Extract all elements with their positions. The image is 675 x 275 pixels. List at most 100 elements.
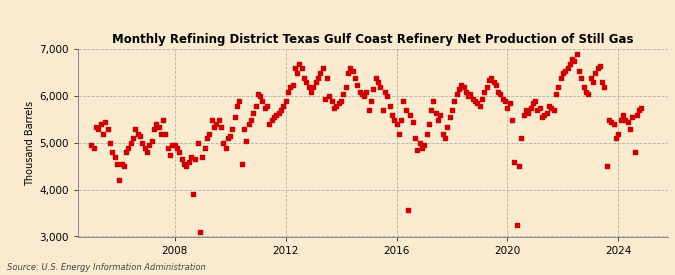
Point — [250, 103, 261, 108]
Point — [183, 160, 194, 164]
Point — [358, 94, 369, 98]
Point — [93, 127, 104, 131]
Point — [451, 92, 462, 96]
Point — [319, 97, 330, 101]
Point — [442, 124, 453, 129]
Point — [435, 113, 446, 117]
Point — [278, 103, 289, 108]
Point — [585, 75, 596, 80]
Point — [491, 82, 502, 87]
Point — [188, 192, 198, 197]
Point — [456, 82, 466, 87]
Point — [405, 113, 416, 117]
Point — [504, 101, 515, 105]
Point — [530, 99, 541, 103]
Point — [95, 122, 106, 127]
Point — [541, 110, 552, 115]
Point — [382, 94, 393, 98]
Point — [171, 145, 182, 150]
Point — [543, 103, 554, 108]
Point — [507, 117, 518, 122]
Point — [479, 89, 490, 94]
Point — [576, 75, 587, 80]
Point — [160, 131, 171, 136]
Point — [285, 85, 296, 89]
Point — [546, 106, 557, 110]
Point — [340, 85, 351, 89]
Point — [475, 103, 485, 108]
Point — [574, 68, 585, 73]
Point — [88, 145, 99, 150]
Point — [165, 152, 176, 157]
Point — [460, 89, 471, 94]
Point — [153, 124, 164, 129]
Point — [107, 150, 117, 155]
Point — [102, 127, 113, 131]
Point — [324, 94, 335, 98]
Point — [483, 78, 494, 82]
Point — [121, 150, 132, 155]
Point — [202, 136, 213, 141]
Point — [493, 89, 504, 94]
Point — [567, 57, 578, 61]
Point — [269, 115, 279, 119]
Point — [294, 61, 305, 66]
Point — [194, 230, 205, 234]
Point — [608, 122, 619, 127]
Point — [595, 64, 605, 68]
Point — [363, 108, 374, 112]
Point — [190, 157, 201, 161]
Point — [509, 160, 520, 164]
Point — [472, 101, 483, 105]
Point — [167, 143, 178, 147]
Point — [234, 99, 245, 103]
Point — [391, 122, 402, 127]
Point — [220, 145, 231, 150]
Point — [262, 103, 273, 108]
Point — [267, 117, 277, 122]
Point — [558, 71, 568, 75]
Point — [343, 71, 354, 75]
Point — [439, 136, 450, 141]
Point — [636, 106, 647, 110]
Point — [629, 150, 640, 155]
Point — [259, 106, 270, 110]
Point — [146, 138, 157, 143]
Point — [207, 117, 217, 122]
Point — [615, 117, 626, 122]
Point — [313, 75, 323, 80]
Point — [465, 92, 476, 96]
Point — [169, 143, 180, 147]
Point — [613, 131, 624, 136]
Point — [548, 108, 559, 112]
Point — [227, 127, 238, 131]
Point — [308, 85, 319, 89]
Point — [238, 127, 249, 131]
Point — [275, 108, 286, 112]
Point — [477, 97, 487, 101]
Point — [447, 108, 458, 112]
Point — [488, 80, 499, 84]
Point — [322, 75, 333, 80]
Point — [181, 164, 192, 169]
Point — [111, 162, 122, 166]
Point — [407, 120, 418, 124]
Point — [537, 115, 547, 119]
Point — [414, 141, 425, 145]
Point — [130, 127, 141, 131]
Point — [394, 131, 404, 136]
Point — [398, 99, 409, 103]
Point — [132, 131, 143, 136]
Point — [315, 71, 325, 75]
Point — [562, 66, 573, 70]
Point — [597, 80, 608, 84]
Point — [243, 122, 254, 127]
Point — [569, 59, 580, 63]
Point — [431, 110, 441, 115]
Point — [611, 136, 622, 141]
Point — [252, 92, 263, 96]
Point — [225, 134, 236, 138]
Point — [634, 108, 645, 112]
Point — [511, 223, 522, 227]
Point — [371, 75, 381, 80]
